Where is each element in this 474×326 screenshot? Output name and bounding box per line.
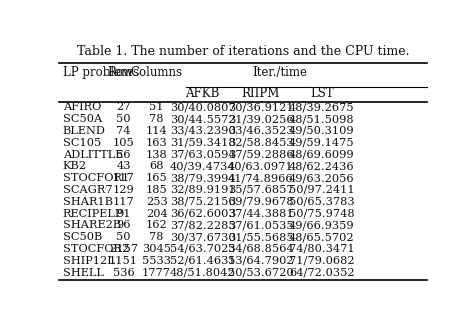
- Text: SC105: SC105: [63, 138, 101, 148]
- Text: 96: 96: [116, 220, 131, 230]
- Text: STOCFOR1: STOCFOR1: [63, 173, 129, 183]
- Text: 40/39.4734: 40/39.4734: [170, 161, 235, 171]
- Text: 253: 253: [146, 197, 167, 207]
- Text: 39/79.9678: 39/79.9678: [228, 197, 293, 207]
- Text: 30/37.6730: 30/37.6730: [170, 232, 235, 242]
- Text: LP problem: LP problem: [63, 66, 132, 79]
- Text: 30/44.5572: 30/44.5572: [170, 114, 235, 124]
- Text: 91: 91: [116, 209, 131, 218]
- Text: 30/36.9121: 30/36.9121: [228, 102, 293, 112]
- Text: 48/69.6099: 48/69.6099: [289, 150, 355, 160]
- Text: 78: 78: [149, 114, 164, 124]
- Text: 49/63.2056: 49/63.2056: [289, 173, 355, 183]
- Text: 32/89.9191: 32/89.9191: [170, 185, 235, 195]
- Text: 37/82.2285: 37/82.2285: [170, 220, 235, 230]
- Text: 37/61.0535: 37/61.0535: [228, 220, 293, 230]
- Text: 1151: 1151: [109, 256, 138, 266]
- Text: 33/46.3523: 33/46.3523: [228, 126, 293, 136]
- Text: BLEND: BLEND: [63, 126, 106, 136]
- Text: 49/59.1475: 49/59.1475: [289, 138, 355, 148]
- Text: Rows: Rows: [108, 66, 139, 79]
- Text: 74/80.3471: 74/80.3471: [289, 244, 355, 254]
- Text: 40/63.0971: 40/63.0971: [228, 161, 293, 171]
- Text: 37/63.0594: 37/63.0594: [170, 150, 235, 160]
- Text: Iter./time: Iter./time: [252, 66, 307, 79]
- Text: 78: 78: [149, 232, 164, 242]
- Text: 50/65.3783: 50/65.3783: [289, 197, 355, 207]
- Text: 32/58.8453: 32/58.8453: [228, 138, 293, 148]
- Text: 117: 117: [113, 173, 135, 183]
- Text: 138: 138: [146, 150, 167, 160]
- Text: 3045: 3045: [142, 244, 171, 254]
- Text: 31/39.0256: 31/39.0256: [228, 114, 293, 124]
- Text: 117: 117: [113, 197, 135, 207]
- Text: 129: 129: [113, 185, 135, 195]
- Text: 68: 68: [149, 161, 164, 171]
- Text: 37/44.3881: 37/44.3881: [228, 209, 293, 218]
- Text: SCAGR7: SCAGR7: [63, 185, 112, 195]
- Text: RECIPELP: RECIPELP: [63, 209, 123, 218]
- Text: 50: 50: [116, 114, 131, 124]
- Text: 71/79.0682: 71/79.0682: [289, 256, 355, 266]
- Text: RIIPM: RIIPM: [241, 87, 280, 100]
- Text: 54/68.8564: 54/68.8564: [228, 244, 293, 254]
- Text: LST: LST: [310, 87, 334, 100]
- Text: Columns: Columns: [131, 66, 182, 79]
- Text: 33/43.2390: 33/43.2390: [170, 126, 235, 136]
- Text: 36/62.6003: 36/62.6003: [170, 209, 235, 218]
- Text: 52/61.4631: 52/61.4631: [170, 256, 235, 266]
- Text: KB2: KB2: [63, 161, 87, 171]
- Text: SC50A: SC50A: [63, 114, 102, 124]
- Text: SHARE2B: SHARE2B: [63, 220, 121, 230]
- Text: SHELL: SHELL: [63, 268, 104, 277]
- Text: 43: 43: [116, 161, 131, 171]
- Text: AFKB: AFKB: [185, 87, 220, 100]
- Text: 48/51.5098: 48/51.5098: [289, 114, 355, 124]
- Text: 50/53.6720: 50/53.6720: [228, 268, 293, 277]
- Text: STOCFOR2: STOCFOR2: [63, 244, 129, 254]
- Text: 30/40.0807: 30/40.0807: [170, 102, 235, 112]
- Text: 48/65.5702: 48/65.5702: [289, 232, 355, 242]
- Text: Table 1. The number of iterations and the CPU time.: Table 1. The number of iterations and th…: [77, 45, 409, 58]
- Text: 50: 50: [116, 232, 131, 242]
- Text: 64/72.0352: 64/72.0352: [289, 268, 355, 277]
- Text: 204: 204: [146, 209, 167, 218]
- Text: SHAR1B: SHAR1B: [63, 197, 113, 207]
- Text: 41/74.8966: 41/74.8966: [228, 173, 293, 183]
- Text: 37/59.2886: 37/59.2886: [228, 150, 293, 160]
- Text: ADLITTLE: ADLITTLE: [63, 150, 123, 160]
- Text: 38/75.2156: 38/75.2156: [170, 197, 235, 207]
- Text: SHIP12L: SHIP12L: [63, 256, 115, 266]
- Text: 31/59.3418: 31/59.3418: [170, 138, 235, 148]
- Text: 27: 27: [116, 102, 131, 112]
- Text: 50/75.9748: 50/75.9748: [289, 209, 355, 218]
- Text: 51: 51: [149, 102, 164, 112]
- Text: 53/64.7902: 53/64.7902: [228, 256, 293, 266]
- Text: 2157: 2157: [109, 244, 138, 254]
- Text: 114: 114: [146, 126, 167, 136]
- Text: SC50B: SC50B: [63, 232, 102, 242]
- Text: 536: 536: [113, 268, 135, 277]
- Text: 185: 185: [146, 185, 167, 195]
- Text: 105: 105: [113, 138, 135, 148]
- Text: 48/62.2436: 48/62.2436: [289, 161, 355, 171]
- Text: 54/63.7023: 54/63.7023: [170, 244, 235, 254]
- Text: 35/57.6857: 35/57.6857: [228, 185, 293, 195]
- Text: 5533: 5533: [142, 256, 171, 266]
- Text: 162: 162: [146, 220, 167, 230]
- Text: 165: 165: [146, 173, 167, 183]
- Text: 50/97.2411: 50/97.2411: [289, 185, 355, 195]
- Text: 48/51.8042: 48/51.8042: [170, 268, 235, 277]
- Text: 48/39.2675: 48/39.2675: [289, 102, 355, 112]
- Text: 38/79.3994: 38/79.3994: [170, 173, 235, 183]
- Text: AFIRO: AFIRO: [63, 102, 101, 112]
- Text: 56: 56: [116, 150, 131, 160]
- Text: 74: 74: [116, 126, 131, 136]
- Text: 1777: 1777: [142, 268, 171, 277]
- Text: 49/50.3109: 49/50.3109: [289, 126, 355, 136]
- Text: 163: 163: [146, 138, 167, 148]
- Text: 49/66.9359: 49/66.9359: [289, 220, 355, 230]
- Text: 31/55.5685: 31/55.5685: [228, 232, 293, 242]
